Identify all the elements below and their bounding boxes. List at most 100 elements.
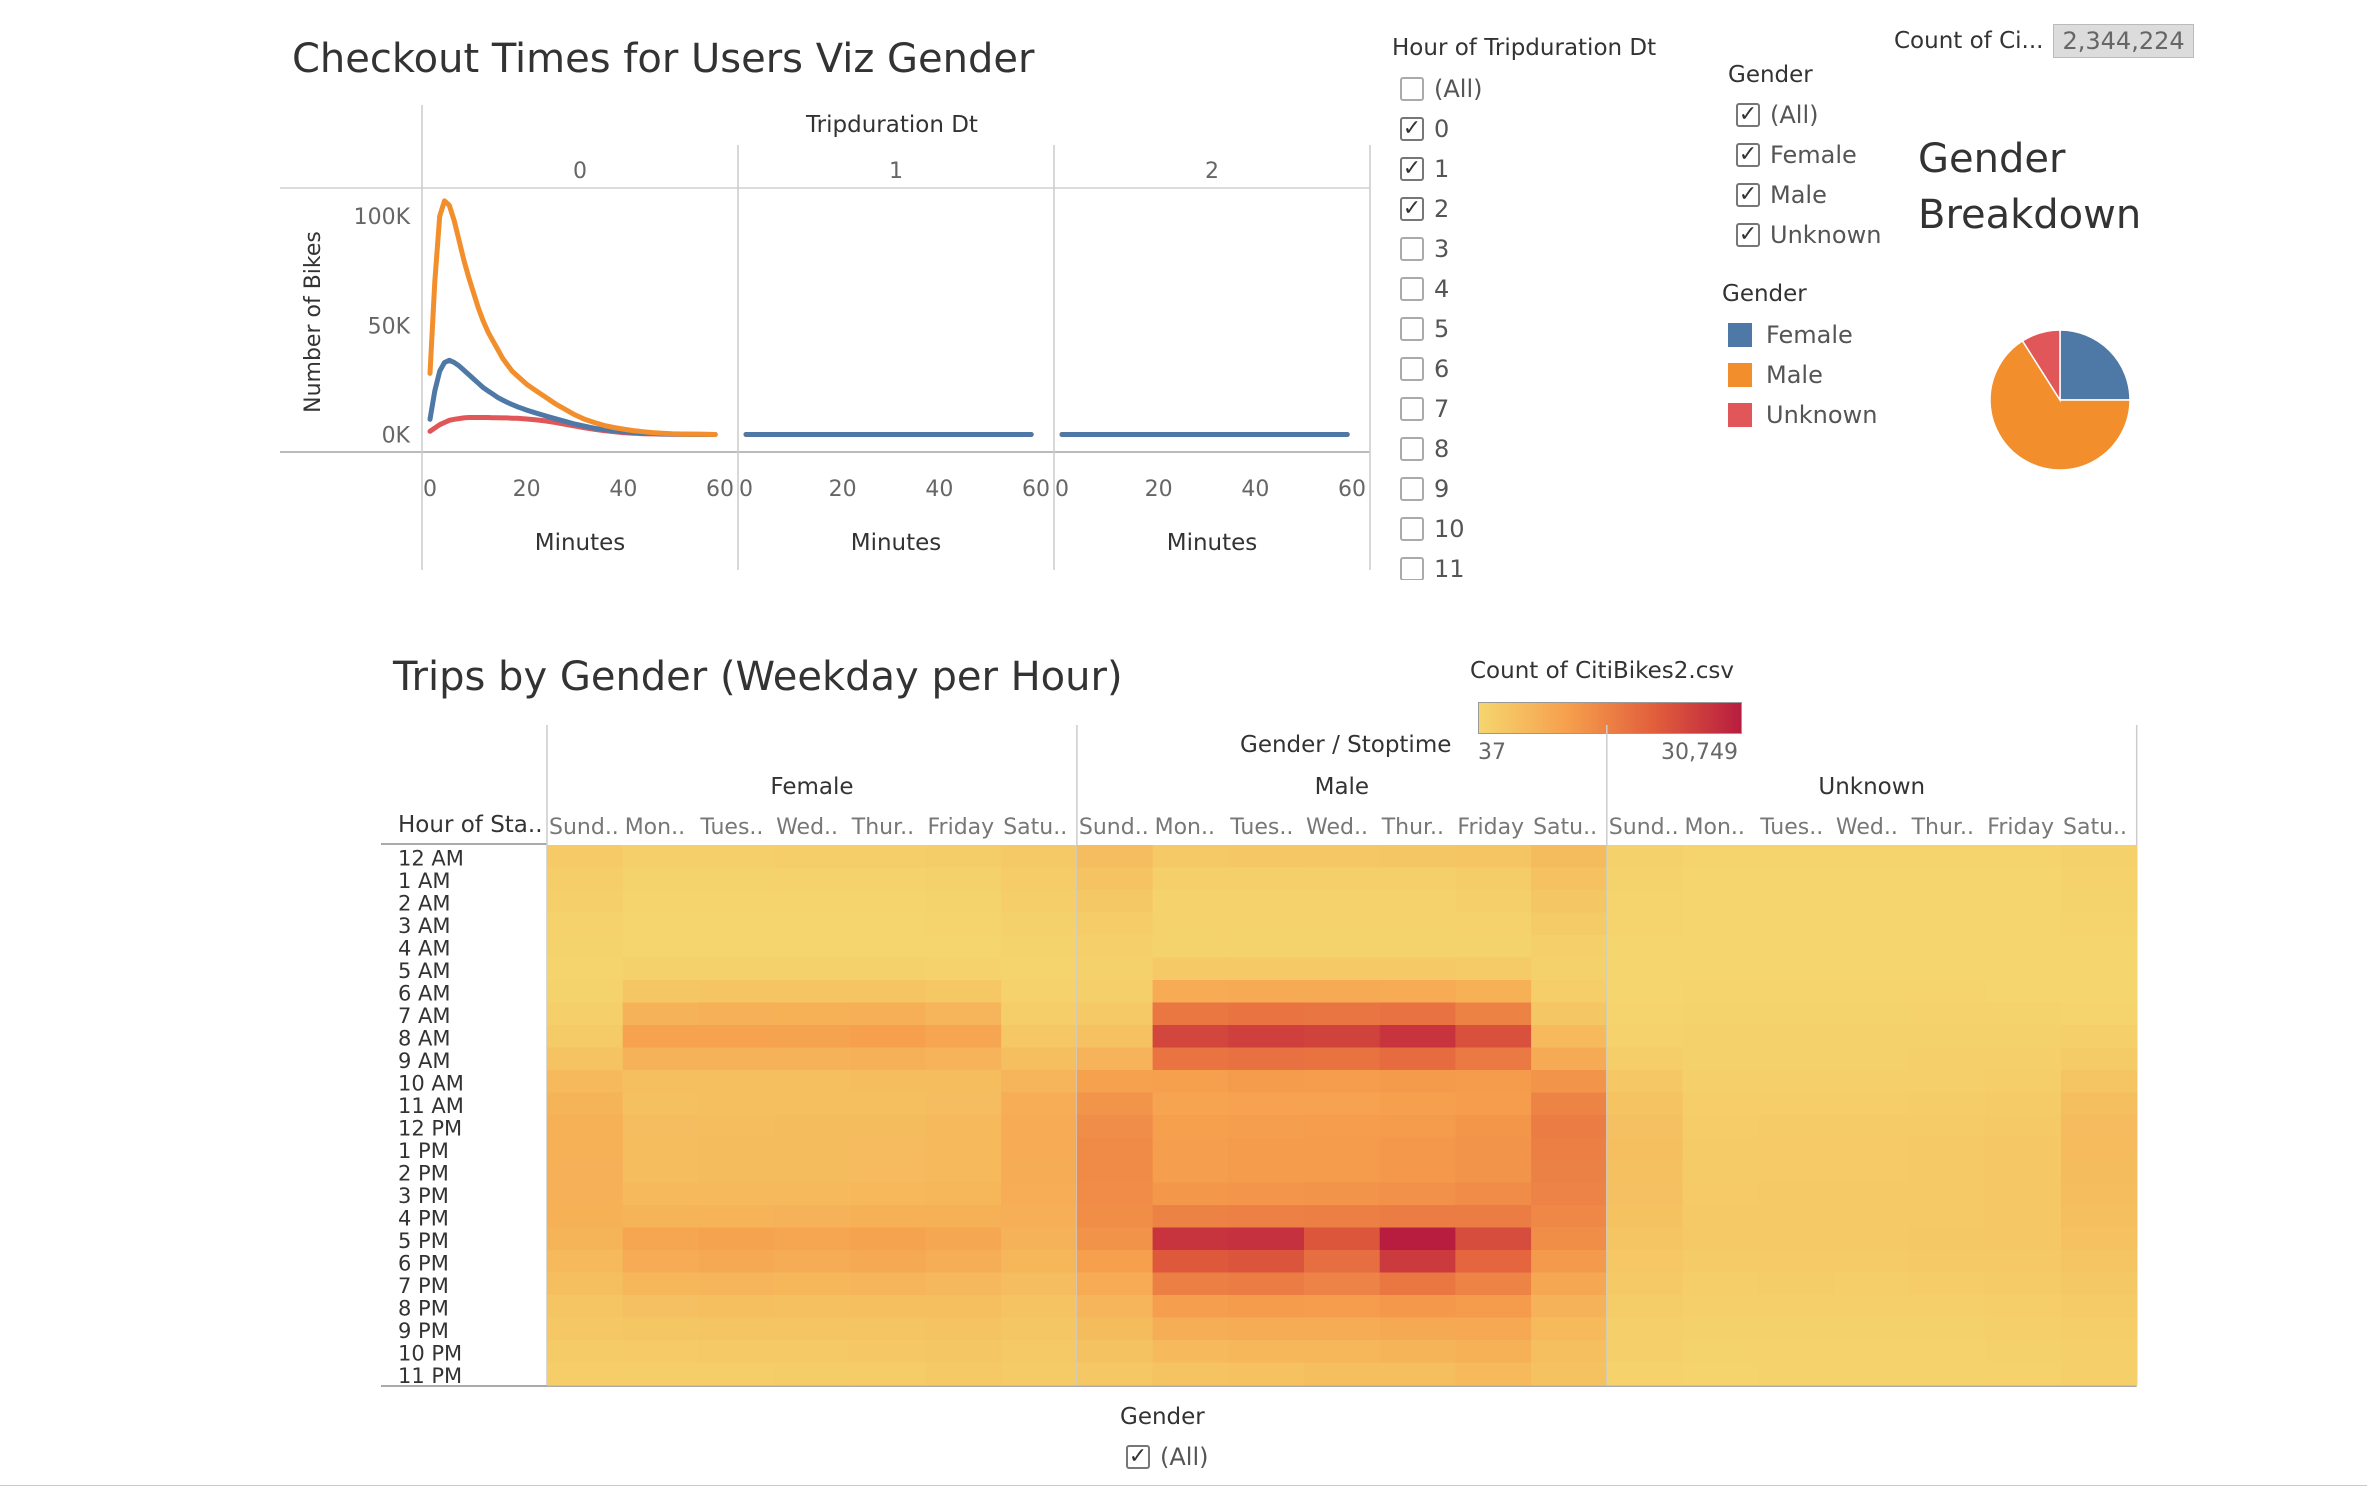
heatmap-cell xyxy=(698,1070,775,1094)
bottom-filter-list[interactable]: ✓ (All) xyxy=(1126,1438,1306,1484)
x-tick-label: 40 xyxy=(925,477,953,502)
heatmap-cell xyxy=(1379,1250,1456,1274)
heatmap-cell xyxy=(1758,1137,1835,1161)
hour-filter-option[interactable]: 6 xyxy=(1400,350,1449,388)
heatmap-cell xyxy=(1909,1317,1986,1341)
heatmap-cell xyxy=(1455,1205,1532,1229)
gender-filter-option[interactable]: ✓ Female xyxy=(1736,136,1857,174)
heatmap-cell xyxy=(1909,912,1986,936)
checkbox-unchecked-icon[interactable] xyxy=(1400,317,1424,341)
heatmap-cell xyxy=(1682,1227,1759,1251)
hour-filter-list[interactable]: (All) ✓ 0 ✓ 1 ✓ 2 3 4 5 6 7 8 9 10 11 xyxy=(1400,70,1560,580)
heatmap-cell xyxy=(1152,957,1229,981)
heatmap-cell xyxy=(1531,1182,1608,1206)
heatmap-cell xyxy=(622,1115,699,1139)
checkbox-unchecked-icon[interactable] xyxy=(1400,357,1424,381)
checkbox-unchecked-icon[interactable] xyxy=(1400,477,1424,501)
heatmap-cell xyxy=(1758,1250,1835,1274)
checkbox-checked-icon[interactable]: ✓ xyxy=(1736,103,1760,127)
checkbox-checked-icon[interactable]: ✓ xyxy=(1736,143,1760,167)
hour-filter-option[interactable]: (All) xyxy=(1400,70,1482,108)
heatmap-cell xyxy=(2061,1295,2138,1319)
heatmap-cell xyxy=(1152,1115,1229,1139)
legend-swatch xyxy=(1728,403,1752,427)
day-column-label: Satu.. xyxy=(1003,815,1067,840)
heatmap-cell xyxy=(1758,1317,1835,1341)
heatmap-cell xyxy=(1228,1025,1305,1049)
heatmap-cell xyxy=(1152,1137,1229,1161)
checkbox-unchecked-icon[interactable] xyxy=(1400,517,1424,541)
checkbox-unchecked-icon[interactable] xyxy=(1400,557,1424,580)
heatmap-cell xyxy=(622,1362,699,1386)
bottom-filter-option[interactable]: ✓ (All) xyxy=(1126,1438,1208,1476)
heatmap-column-header: Gender / Stoptime xyxy=(1240,732,1452,758)
hour-filter-option[interactable]: ✓ 2 xyxy=(1400,190,1449,228)
heatmap-cell xyxy=(1304,1295,1381,1319)
heatmap-cell xyxy=(698,1047,775,1071)
checkbox-checked-icon[interactable]: ✓ xyxy=(1736,183,1760,207)
heatmap-cell xyxy=(1152,935,1229,959)
checkbox-unchecked-icon[interactable] xyxy=(1400,397,1424,421)
gender-filter-option[interactable]: ✓ Male xyxy=(1736,176,1827,214)
checkbox-checked-icon[interactable]: ✓ xyxy=(1126,1445,1150,1469)
heatmap-cell xyxy=(1606,935,1684,959)
x-axis-label: Minutes xyxy=(535,530,626,556)
hour-filter-option[interactable]: 3 xyxy=(1400,230,1449,268)
hour-filter-option[interactable]: 8 xyxy=(1400,430,1449,468)
heatmap-cell xyxy=(2061,935,2138,959)
hour-filter-option[interactable]: 7 xyxy=(1400,390,1449,428)
heatmap-cell xyxy=(1001,1317,1078,1341)
heatmap-cell xyxy=(698,1317,775,1341)
heatmap-cell xyxy=(1379,1362,1456,1386)
heatmap-cell xyxy=(1076,1227,1154,1251)
hour-filter-option[interactable]: 5 xyxy=(1400,310,1449,348)
hour-filter-option-label: 5 xyxy=(1434,315,1450,343)
heatmap-cell xyxy=(1985,1137,2062,1161)
heatmap-cell xyxy=(1606,867,1684,891)
hour-filter-option[interactable]: ✓ 0 xyxy=(1400,110,1449,148)
checkbox-unchecked-icon[interactable] xyxy=(1400,437,1424,461)
heatmap-cell xyxy=(1833,1002,1911,1026)
heatmap-cell xyxy=(1758,1047,1835,1071)
heatmap-cell xyxy=(2061,1047,2138,1071)
column-group-label: Female xyxy=(770,774,853,800)
heatmap-cell xyxy=(2061,957,2138,981)
heatmap-cell xyxy=(1682,1340,1759,1364)
hour-filter-option[interactable]: 4 xyxy=(1400,270,1449,308)
checkbox-checked-icon[interactable]: ✓ xyxy=(1400,197,1424,221)
heatmap-cell xyxy=(849,1272,927,1296)
gender-filter-list[interactable]: ✓ (All) ✓ Female ✓ Male ✓ Unknown xyxy=(1736,96,1916,256)
bottom-filter-title: Gender xyxy=(1120,1404,1205,1430)
checkbox-unchecked-icon[interactable] xyxy=(1400,77,1424,101)
gender-filter-option[interactable]: ✓ Unknown xyxy=(1736,216,1881,254)
checkbox-unchecked-icon[interactable] xyxy=(1400,237,1424,261)
checkbox-checked-icon[interactable]: ✓ xyxy=(1736,223,1760,247)
heatmap-cell xyxy=(1152,1317,1229,1341)
heatmap-legend-min: 37 xyxy=(1478,740,1506,765)
facet-label: 2 xyxy=(1205,159,1219,184)
hour-filter-option[interactable]: 10 xyxy=(1400,510,1465,548)
heatmap-cell xyxy=(1606,845,1684,869)
hour-filter-option[interactable]: 11 xyxy=(1400,550,1465,580)
hour-filter-option[interactable]: ✓ 1 xyxy=(1400,150,1449,188)
heatmap-cell xyxy=(1682,1317,1759,1341)
heatmap-cell xyxy=(1909,1227,1986,1251)
heatmap-cell xyxy=(1682,1137,1759,1161)
heatmap-cell xyxy=(1379,1317,1456,1341)
checkbox-checked-icon[interactable]: ✓ xyxy=(1400,157,1424,181)
checkbox-unchecked-icon[interactable] xyxy=(1400,277,1424,301)
heatmap-cell xyxy=(849,1115,927,1139)
heatmap-cell xyxy=(1909,1250,1986,1274)
heatmap-cell xyxy=(1076,890,1154,914)
heatmap-cell xyxy=(1682,890,1759,914)
checkbox-checked-icon[interactable]: ✓ xyxy=(1400,117,1424,141)
hour-filter-option-label: 10 xyxy=(1434,515,1465,543)
heatmap-cell xyxy=(2061,1182,2138,1206)
gender-filter-option[interactable]: ✓ (All) xyxy=(1736,96,1818,134)
day-column-label: Wed.. xyxy=(1306,815,1368,840)
day-column-label: Tues.. xyxy=(699,815,763,840)
hour-filter-option[interactable]: 9 xyxy=(1400,470,1449,508)
heatmap-cell xyxy=(1001,845,1078,869)
heatmap-cell xyxy=(2061,1250,2138,1274)
x-tick-label: 60 xyxy=(1338,477,1366,502)
